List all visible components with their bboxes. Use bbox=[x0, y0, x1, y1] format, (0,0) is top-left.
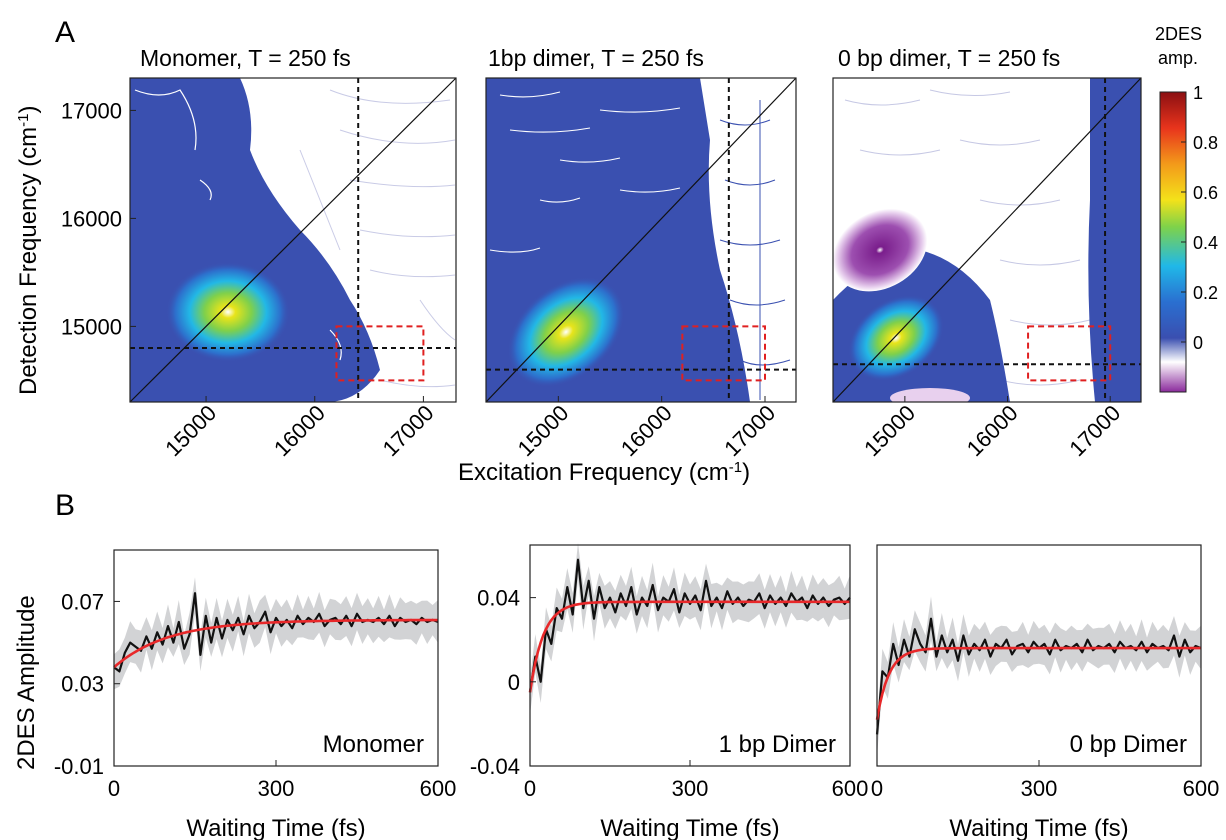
colorbar-tick-label: 0.6 bbox=[1193, 183, 1218, 203]
kinetics-0bp: 0 bp Dimer 0 300 600 Waiting Time (fs) bbox=[871, 544, 1220, 840]
x-tick-label-kinetics-0bp: 0 bbox=[871, 776, 883, 801]
main-peak-1bp bbox=[507, 276, 625, 388]
annotation-1bp: 1 bp Dimer bbox=[719, 731, 836, 758]
colorbar-tick-label: 0.8 bbox=[1193, 133, 1218, 153]
colorbar-tick-label: 1 bbox=[1193, 83, 1203, 103]
x-tick-label-1bp: 16000 bbox=[616, 400, 677, 461]
y-tick-label-kinetics-1bp: 0 bbox=[508, 670, 520, 695]
panel-a-label: A bbox=[55, 16, 75, 49]
error-band-monomer bbox=[114, 577, 438, 690]
a-ylabel: Detection Frequency (cm-1) bbox=[15, 106, 42, 395]
x-tick-label-0bp: 17000 bbox=[1064, 400, 1125, 461]
xlabel-kinetics-monomer: Waiting Time (fs) bbox=[186, 815, 365, 840]
kinetics-monomer: Monomer 0 300 600 0.07 0.03 -0.01 Waiting Time … bbox=[54, 549, 457, 840]
x-tick-label-monomer: 17000 bbox=[378, 400, 439, 461]
roi-box-monomer bbox=[335, 325, 425, 382]
y-tick-label-kinetics-1bp: -0.04 bbox=[470, 754, 520, 779]
y-tick-label-monomer: 15000 bbox=[61, 314, 122, 339]
colorbar-tick-label: 0.2 bbox=[1193, 283, 1218, 303]
y-tick-label-kinetics-monomer: 0.03 bbox=[61, 672, 104, 697]
y-tick-label-monomer: 16000 bbox=[61, 206, 122, 231]
y-tick-label-kinetics-monomer: -0.01 bbox=[54, 754, 104, 779]
x-tick-label-monomer: 16000 bbox=[269, 400, 330, 461]
heatmap-monomer-title: Monomer, T = 250 fs bbox=[140, 45, 351, 71]
fit-curve-monomer bbox=[113, 618, 438, 669]
fit-curve-0bp bbox=[875, 646, 1201, 720]
white-region-1bp bbox=[700, 78, 796, 402]
x-tick-label-kinetics-1bp: 600 bbox=[832, 776, 869, 801]
x-tick-label-kinetics-1bp: 0 bbox=[524, 776, 536, 801]
x-tick-label-1bp: 17000 bbox=[719, 400, 780, 461]
annotation-monomer: Monomer bbox=[323, 731, 424, 758]
xlabel-kinetics-0bp: Waiting Time (fs) bbox=[949, 815, 1128, 840]
x-tick-label-monomer: 15000 bbox=[160, 400, 221, 461]
x-tick-label-0bp: 16000 bbox=[962, 400, 1023, 461]
roi-box-1bp bbox=[681, 325, 766, 382]
colorbar-tick-label: 0.4 bbox=[1193, 233, 1218, 253]
main-peak-monomer bbox=[166, 262, 290, 362]
y-tick-label-monomer: 17000 bbox=[61, 98, 122, 123]
frame-1bp bbox=[485, 77, 797, 403]
heatmap-1bp-title: 1bp dimer, T = 250 fs bbox=[488, 45, 704, 71]
x-tick-label-1bp: 15000 bbox=[513, 400, 574, 461]
x-tick-label-kinetics-1bp: 300 bbox=[672, 776, 709, 801]
colorbar-tick-label: 0 bbox=[1193, 333, 1203, 353]
heatmap-0bp-title: 0 bp dimer, T = 250 fs bbox=[838, 45, 1060, 71]
a-xlabel: Excitation Frequency (cm-1) bbox=[458, 459, 750, 486]
y-tick-label-kinetics-monomer: 0.07 bbox=[61, 589, 104, 614]
contour-lines-0bp bbox=[844, 89, 1091, 386]
main-peak-0bp bbox=[848, 294, 944, 382]
xlabel-kinetics-1bp: Waiting Time (fs) bbox=[600, 815, 779, 840]
panel-b-label: B bbox=[55, 489, 75, 522]
diagonal-line-0bp bbox=[832, 77, 1142, 403]
roi-box-0bp bbox=[1027, 325, 1112, 382]
x-tick-label-kinetics-0bp: 300 bbox=[1021, 776, 1058, 801]
diagonal-line-1bp bbox=[485, 77, 797, 403]
colorbar-title-line2: amp. bbox=[1158, 48, 1198, 68]
annotation-0bp: 0 bp Dimer bbox=[1070, 731, 1187, 758]
frame-0bp bbox=[832, 77, 1142, 403]
contour-lines-1bp bbox=[489, 91, 681, 253]
y-tick-label-kinetics-1bp: 0.04 bbox=[477, 586, 520, 611]
data-trace-monomer bbox=[113, 592, 439, 673]
x-tick-label-kinetics-monomer: 0 bbox=[108, 776, 120, 801]
heatmap-1bp bbox=[486, 78, 796, 402]
contour-lines-monomer bbox=[299, 89, 456, 388]
negative-peak-0bp bbox=[833, 208, 928, 292]
error-band-1bp bbox=[530, 542, 850, 715]
x-tick-label-kinetics-monomer: 300 bbox=[258, 776, 295, 801]
error-band-0bp bbox=[877, 596, 1201, 757]
colorbar-title-line1: 2DES bbox=[1155, 24, 1202, 44]
frame-monomer bbox=[129, 77, 457, 403]
x-tick-label-kinetics-0bp: 600 bbox=[1183, 776, 1220, 801]
fit-curve-1bp bbox=[528, 600, 850, 693]
heatmap-0bp bbox=[833, 78, 1141, 402]
b-ylabel: 2DES Amplitude bbox=[13, 595, 40, 770]
x-tick-label-0bp: 15000 bbox=[859, 400, 920, 461]
x-tick-label-kinetics-monomer: 600 bbox=[420, 776, 457, 801]
